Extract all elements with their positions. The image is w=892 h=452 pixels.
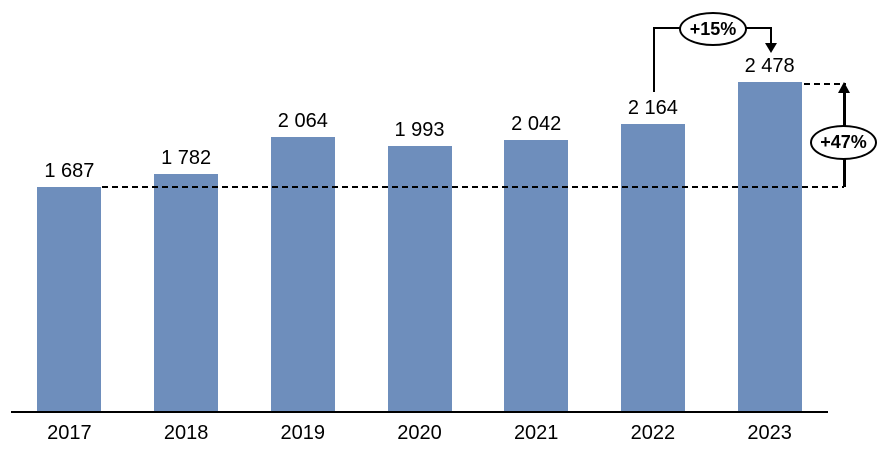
category-label-2017: 2017	[47, 422, 92, 444]
value-label-2021: 2 042	[511, 113, 562, 135]
bar-2017	[37, 187, 102, 411]
category-label-2020: 2020	[397, 422, 442, 444]
value-label-2022: 2 164	[627, 97, 678, 119]
category-label-2019: 2019	[280, 422, 326, 444]
category-label-2023: 2023	[747, 422, 792, 444]
connector-15-right-vertical	[770, 27, 772, 44]
reference-dashed-line	[102, 186, 844, 188]
value-label-2020: 1 993	[394, 119, 445, 141]
value-label-2019: 2 064	[277, 110, 328, 132]
bar-2019	[270, 137, 335, 411]
category-label-2022: 2022	[630, 422, 676, 444]
down-arrow-icon	[765, 43, 777, 53]
bar-2018	[154, 174, 219, 411]
connector-15-left-vertical	[653, 27, 655, 92]
up-arrow-icon	[838, 82, 850, 93]
top-dashed-segment	[804, 83, 846, 85]
category-label-2021: 2021	[513, 422, 559, 444]
bar-2022	[620, 124, 685, 411]
growth-badge-15: +15%	[679, 12, 747, 46]
bar-2023	[737, 82, 802, 411]
bar-2020	[387, 146, 452, 411]
value-label-2017: 1 687	[44, 160, 95, 182]
value-label-2023: 2 478	[744, 55, 795, 77]
growth-badge-47: +47%	[810, 125, 877, 160]
bar-2021	[504, 140, 569, 411]
category-label-2018: 2018	[163, 422, 209, 444]
x-axis-line	[11, 411, 828, 413]
value-label-2018: 1 782	[161, 147, 212, 169]
